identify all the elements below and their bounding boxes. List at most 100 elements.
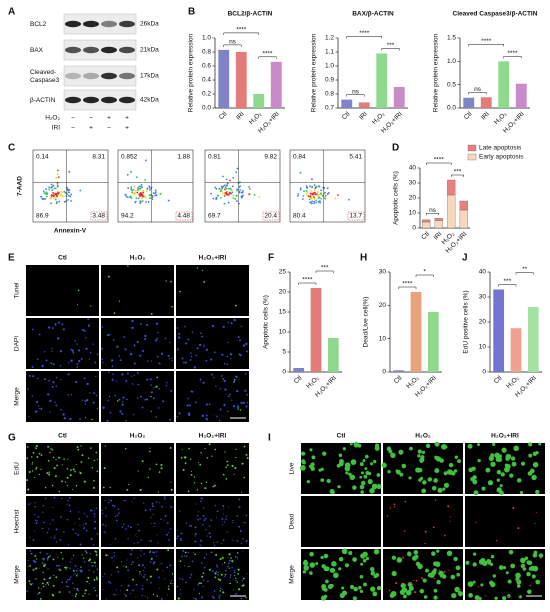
cell [443,571,446,573]
cell [226,363,228,366]
cell [223,561,226,564]
cell [43,351,46,353]
cell [234,304,237,307]
cell [227,562,230,565]
cell [371,570,375,574]
scale-label: 25 μm [210,414,228,421]
cell [414,591,417,594]
cell [434,499,437,501]
cell [167,588,170,590]
flow-event [69,195,72,198]
cell [104,554,107,556]
significance-bracket [223,44,242,47]
cell [75,570,78,572]
column-header: H₂O₂ [130,255,146,262]
cell [246,393,249,396]
cell [455,565,461,571]
cell [48,577,51,580]
cell [373,574,378,579]
flow-event [236,188,239,191]
flow-event [56,173,59,176]
cell [189,525,191,527]
cell [208,403,211,406]
cell [472,562,477,567]
cell [487,480,494,486]
cell [115,519,118,522]
cell [131,326,134,330]
cell [156,534,158,536]
cell [66,504,68,506]
cell [143,553,145,555]
significance-label: **** [262,51,273,58]
cell [69,474,72,477]
cell [159,587,161,589]
cell [141,587,144,590]
quadrant-value: 80.4 [293,213,306,220]
cell [55,541,58,543]
cell [170,582,172,585]
cell [150,313,153,315]
bar [480,97,492,108]
significance-bracket [451,174,464,177]
cell [194,540,197,543]
cell [160,352,164,355]
cell [219,558,222,561]
cell [26,457,28,459]
cell [238,525,241,528]
cell [480,583,484,587]
significance-label: **** [481,38,492,45]
quadrant-value: 0.14 [36,154,49,161]
cell [48,471,50,473]
flow-event [68,170,71,173]
flow-event [310,202,313,205]
cell [193,366,196,369]
bar-segment [422,219,431,223]
cell [78,360,81,363]
cell [52,549,54,551]
cell [83,377,86,380]
cell [235,375,238,378]
cell [156,568,159,571]
flow-event [132,188,135,191]
cell [95,576,98,578]
cell [108,396,110,398]
flow-event [134,200,137,203]
cell [88,558,92,561]
cell [79,525,81,527]
cell [105,515,107,517]
cell [448,569,450,571]
cell [139,488,142,492]
cell [501,596,507,601]
cell [205,359,208,362]
cell [242,344,246,347]
cell [468,592,473,598]
cell [237,573,239,575]
cell [214,504,217,507]
cell [57,321,60,324]
blot-band [101,46,117,54]
cell [246,401,249,404]
cell [237,408,239,410]
cell [62,328,65,331]
cell [506,594,511,598]
cell [153,387,155,389]
blot-strip [63,65,137,87]
cell [433,577,436,580]
cell [80,566,82,568]
cell [58,456,61,459]
cell [52,574,55,577]
cell [197,514,199,517]
cell [178,332,181,335]
cell [422,480,427,485]
significance-bracket [346,36,382,39]
flow-event [140,197,143,200]
cell [177,535,179,538]
flow-event [151,195,154,197]
panel-letter: G [8,433,16,444]
significance-label: ** [522,266,528,273]
cell [224,576,226,578]
cell [107,399,109,402]
cell [237,552,239,554]
cell [472,475,477,480]
flow-event [309,185,311,188]
